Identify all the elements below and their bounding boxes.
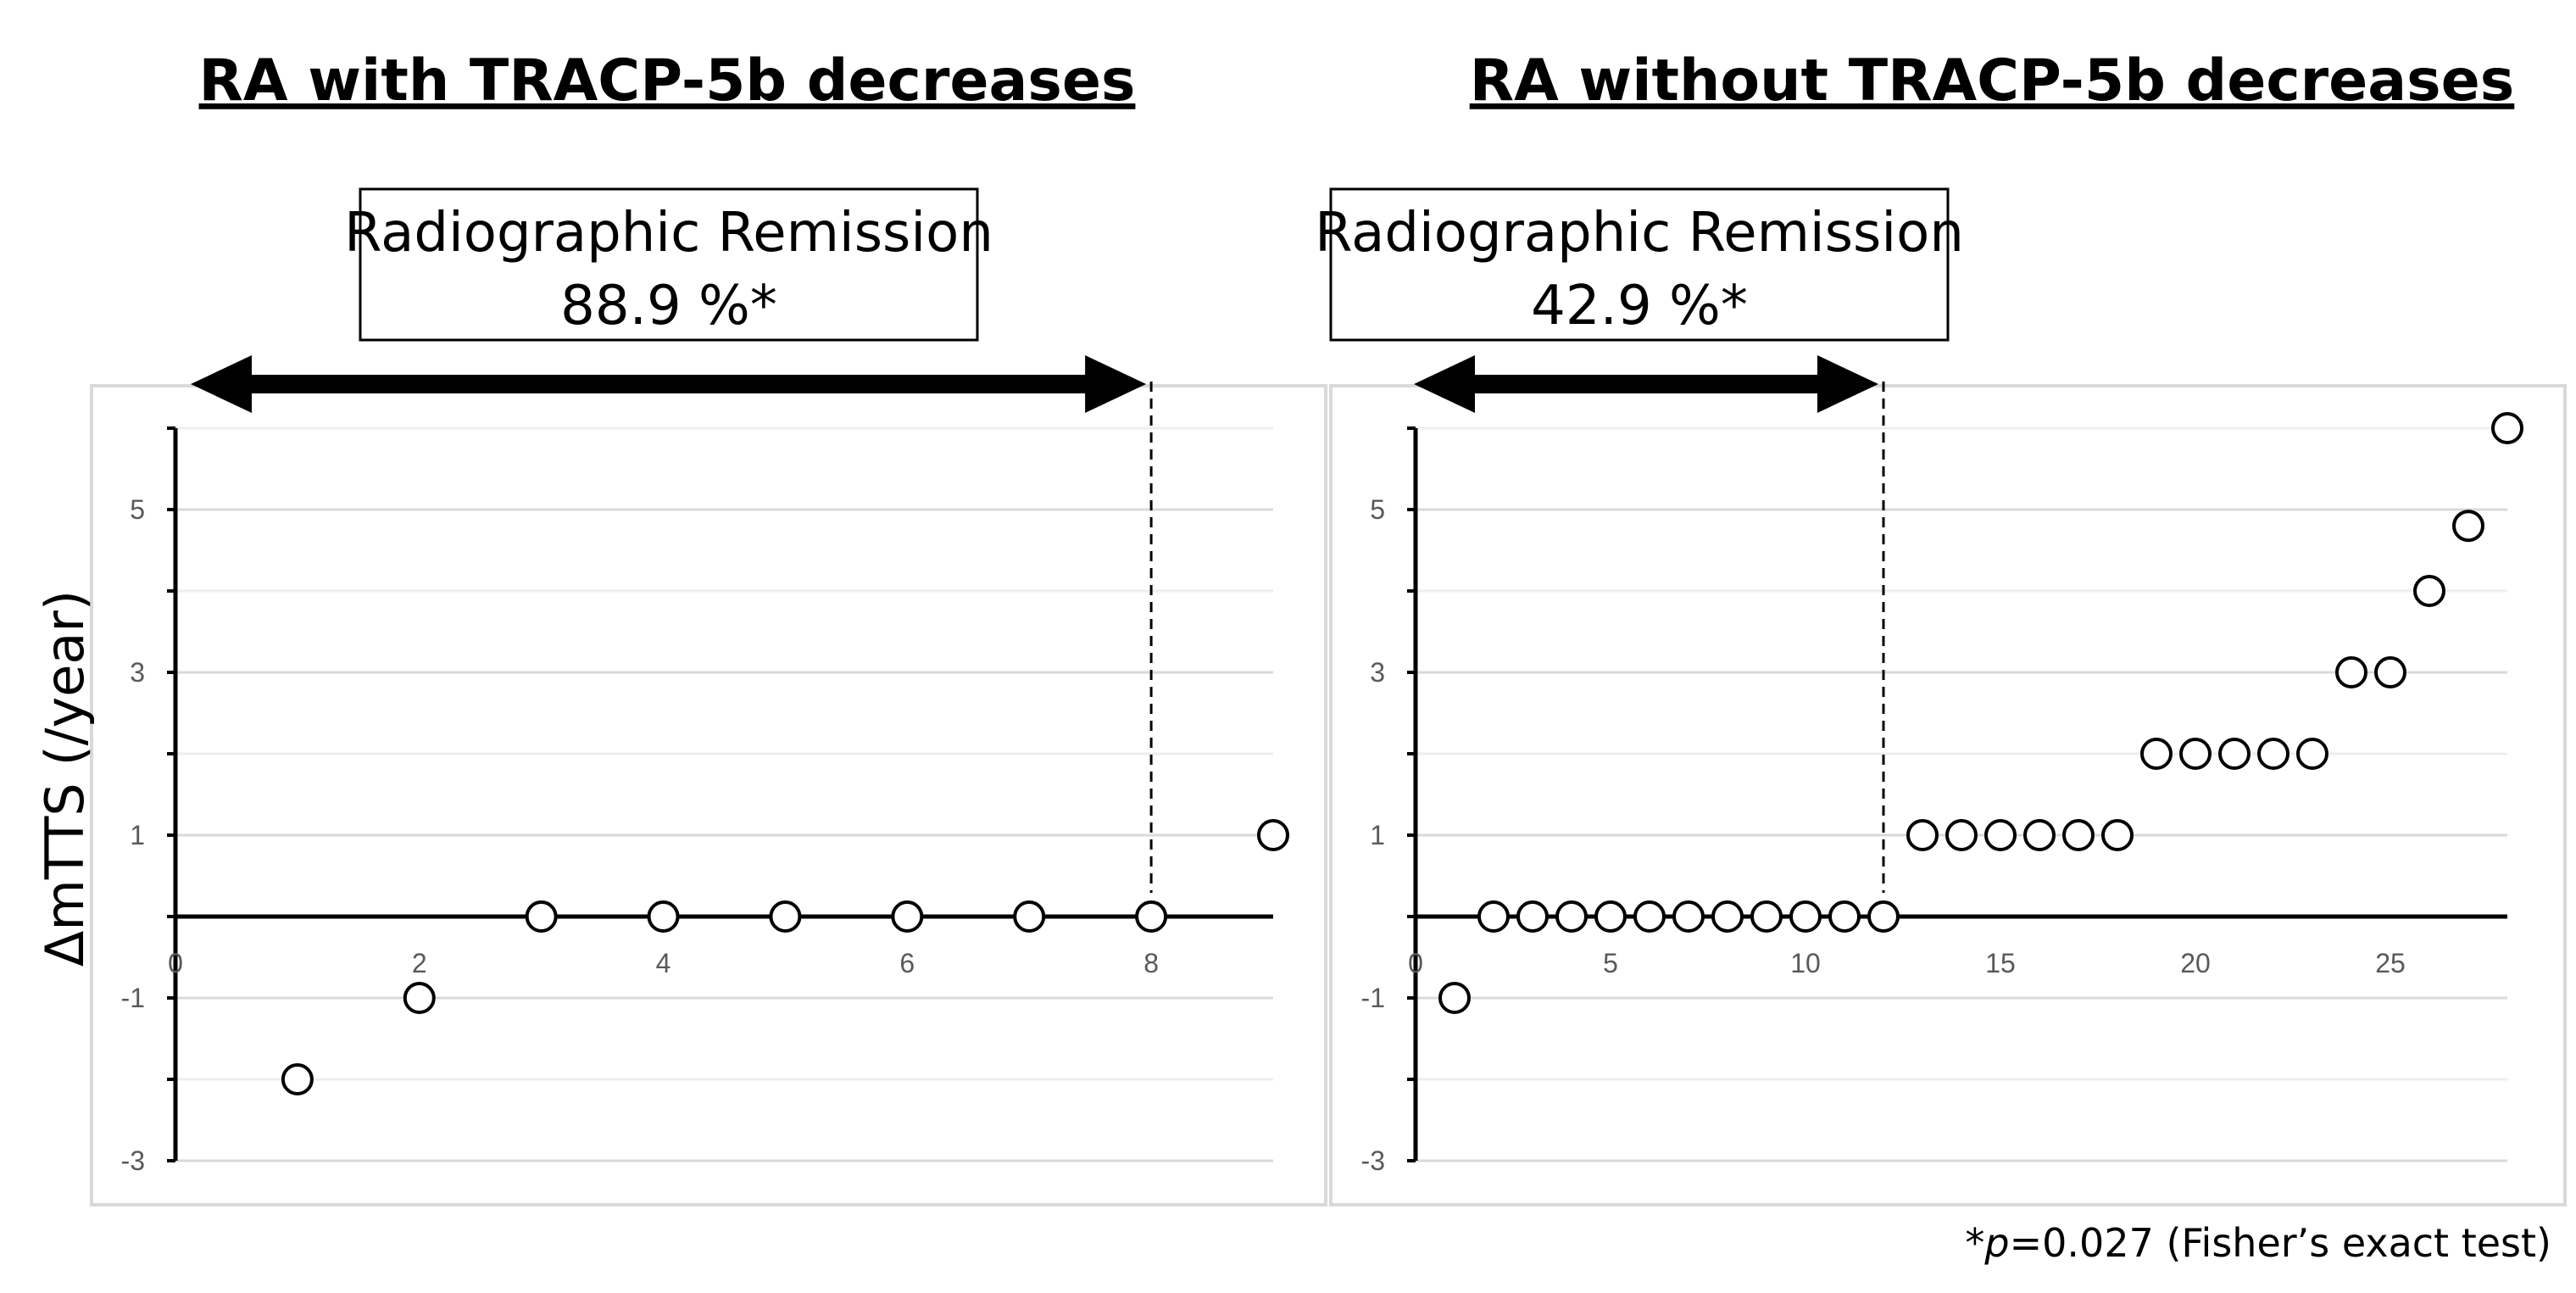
panel-2-data-point xyxy=(2062,819,2095,851)
panel-1-x-tick-label: 8 xyxy=(1143,948,1159,978)
panel-1-y-tick-label: 3 xyxy=(130,657,145,688)
panel-2-data-point xyxy=(2296,738,2328,770)
panel-1-x-tick-label: 6 xyxy=(899,948,915,978)
panel-2-x-tick-label: 25 xyxy=(2375,948,2406,978)
panel-2-data-point xyxy=(1516,900,1549,933)
panel-2-frame xyxy=(1329,384,2567,1207)
panel-2-remission-box xyxy=(1329,187,1950,342)
panel-2-data-point xyxy=(1672,900,1705,933)
panel-2-x-tick-label: 10 xyxy=(1790,948,1821,978)
panel-1-y-tick-label: 1 xyxy=(130,820,145,850)
panel-1-remission-value: 88.9 %* xyxy=(560,275,777,337)
panel-1-arrow-head-right xyxy=(1085,355,1147,413)
panel-2-data-point xyxy=(2257,738,2289,770)
panel-1-arrow-shaft xyxy=(248,375,1089,393)
panel-2-arrow-head-right xyxy=(1817,355,1878,413)
panel-2-data-point xyxy=(1438,982,1471,1014)
panel-1-data-point xyxy=(525,900,558,933)
panel-1-y-tick-label: 5 xyxy=(130,494,145,525)
panel-1-data-point xyxy=(403,982,436,1014)
panel-1-x-tick-label: 4 xyxy=(656,948,671,978)
panel-1-x-tick-label: 2 xyxy=(412,948,427,978)
panel-1-remission-label: Radiographic Remission xyxy=(344,202,993,265)
panel-2-data-point xyxy=(2374,656,2406,688)
panel-2-data-point xyxy=(1633,900,1666,933)
panel-2-arrow-head-left xyxy=(1414,355,1475,413)
panel-2-x-tick-label: 15 xyxy=(1985,948,2016,978)
panel-2-data-point xyxy=(1750,900,1783,933)
panel-2-remission-value: 42.9 %* xyxy=(1531,275,1748,337)
panel-2-data-point xyxy=(2491,412,2523,444)
panel-2-data-point xyxy=(2023,819,2056,851)
panel-1-remission-box xyxy=(359,187,979,342)
panel-1-data-point xyxy=(647,900,680,933)
y-axis-label: ΔmTTS (/year) xyxy=(34,590,96,967)
footnote-star: * xyxy=(1965,1220,1984,1266)
footnote-text: =0.027 (Fisher’s exact test) xyxy=(2010,1220,2551,1266)
panel-1-y-tick-label: -3 xyxy=(121,1145,145,1176)
panel-2-data-point xyxy=(2101,819,2134,851)
panel-2-y-tick-label: 5 xyxy=(1370,494,1385,525)
panel-1-data-point xyxy=(769,900,802,933)
panel-2-data-point xyxy=(1477,900,1510,933)
panel-2-data-point xyxy=(2335,656,2367,688)
panel-2-data-point xyxy=(1906,819,1939,851)
panel-2-data-point xyxy=(2413,575,2445,607)
panel-2-data-point xyxy=(1945,819,1978,851)
panel-2-remission-label: Radiographic Remission xyxy=(1315,202,1964,265)
panel-2-title: RA without TRACP-5b decreases xyxy=(1470,47,2515,114)
panel-1-data-point xyxy=(891,900,924,933)
panel-1-data-point xyxy=(1257,819,1289,851)
panel-2-y-tick-label: 3 xyxy=(1370,657,1385,688)
panel-2-y-tick-label: 1 xyxy=(1370,820,1385,850)
panel-2-data-point xyxy=(1984,819,2017,851)
panel-1-data-point xyxy=(281,1063,314,1095)
panel-2-data-point xyxy=(2452,510,2484,543)
panel-1-y-tick-label: -1 xyxy=(121,983,145,1013)
panel-2-data-point xyxy=(1789,900,1822,933)
panel-2-x-tick-label: 0 xyxy=(1408,948,1423,978)
panel-1-data-point xyxy=(1013,900,1046,933)
panel-2-data-point xyxy=(2218,738,2251,770)
panel-1-arrow-head-left xyxy=(191,355,252,413)
panel-2-x-tick-label: 5 xyxy=(1603,948,1618,978)
panel-1-title: RA with TRACP-5b decreases xyxy=(199,47,1136,114)
panel-2-y-tick-label: -1 xyxy=(1361,983,1385,1013)
panel-2-data-point xyxy=(1867,900,1900,933)
panel-2-data-point xyxy=(1828,900,1861,933)
footnote: *p=0.027 (Fisher’s exact test) xyxy=(1965,1220,2551,1266)
panel-2-plot: -3 -1 1 3 5 0 5 10 15 20 25 xyxy=(1361,355,2523,1176)
panel-2-data-point xyxy=(1711,900,1744,933)
panel-1-x-tick-label: 0 xyxy=(168,948,183,978)
panel-2-y-tick-label: -3 xyxy=(1361,1145,1385,1176)
panel-1-data-point xyxy=(1135,900,1168,933)
panel-2-data-point xyxy=(2179,738,2212,770)
panel-2-data-point xyxy=(1594,900,1627,933)
panel-2-data-point xyxy=(2140,738,2173,770)
footnote-p: p xyxy=(1983,1220,2009,1266)
panel-1-plot: -3 -1 1 3 5 0 2 4 6 8 xyxy=(121,355,1289,1176)
panel-2-data-point xyxy=(1555,900,1588,933)
panel-2-arrow-shaft xyxy=(1472,375,1821,393)
panel-2-x-tick-label: 20 xyxy=(2180,948,2211,978)
